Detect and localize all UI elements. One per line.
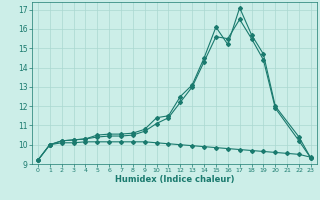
X-axis label: Humidex (Indice chaleur): Humidex (Indice chaleur) xyxy=(115,175,234,184)
